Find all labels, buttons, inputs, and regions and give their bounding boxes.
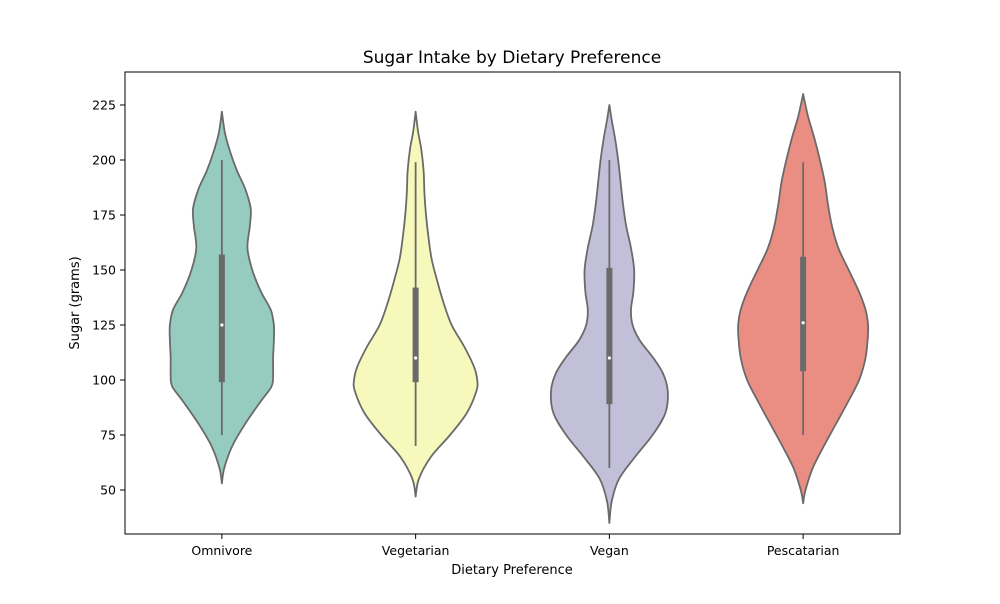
x-axis-label: Dietary Preference [451, 563, 573, 578]
violin-vegetarian [352, 110, 479, 498]
iqr-box [800, 256, 807, 372]
x-tick-label: Pescatarian [767, 543, 840, 558]
violin-pescatarian [737, 93, 870, 505]
violins-layer [168, 93, 870, 524]
y-tick-label: 75 [100, 428, 116, 443]
median-dot [801, 321, 805, 325]
y-tick-label: 175 [92, 208, 116, 223]
y-tick-label: 150 [92, 263, 116, 278]
violin-vegan [549, 104, 669, 524]
x-tick-label: Vegan [590, 543, 629, 558]
median-dot [414, 356, 418, 360]
iqr-box [606, 267, 613, 405]
plot-frame [124, 71, 901, 535]
violin-omnivore [168, 110, 276, 485]
y-tick-label: 100 [92, 373, 116, 388]
x-axis: Omnivore Vegetarian Vegan Pescatarian [191, 534, 839, 558]
y-axis: 50 75 100 125 150 175 200 225 [92, 98, 125, 498]
iqr-box [412, 287, 419, 383]
iqr-box [218, 254, 225, 383]
y-tick-label: 50 [100, 483, 116, 498]
chart-title: Sugar Intake by Dietary Preference [363, 48, 661, 68]
median-dot [220, 323, 224, 327]
y-axis-label: Sugar (grams) [68, 256, 83, 349]
x-tick-label: Vegetarian [382, 543, 450, 558]
median-dot [607, 356, 611, 360]
y-tick-label: 225 [92, 98, 116, 113]
y-tick-label: 125 [92, 318, 116, 333]
y-tick-label: 200 [92, 153, 116, 168]
x-tick-label: Omnivore [191, 543, 252, 558]
